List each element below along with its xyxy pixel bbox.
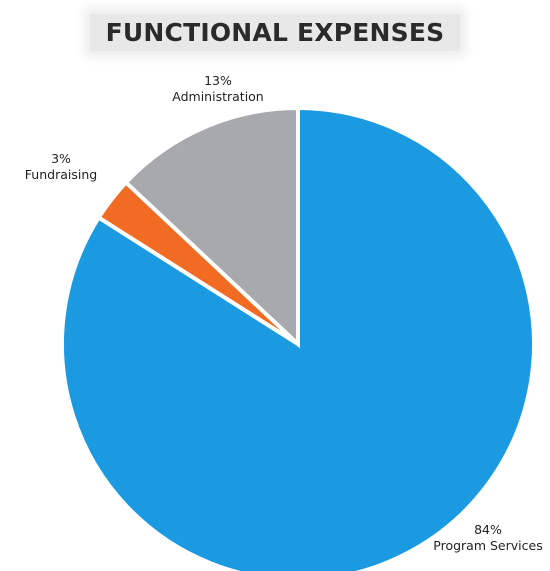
pie-slice-administration xyxy=(123,105,300,349)
chart-title: FUNCTIONAL EXPENSES xyxy=(89,13,461,51)
chart-title-wrap: FUNCTIONAL EXPENSES xyxy=(0,10,550,54)
slice-label-administration: 13% Administration xyxy=(172,73,263,104)
slice-label-fundraising: 3% Fundraising xyxy=(25,151,97,182)
slice-label-program-services: 84% Program Services xyxy=(433,522,542,553)
